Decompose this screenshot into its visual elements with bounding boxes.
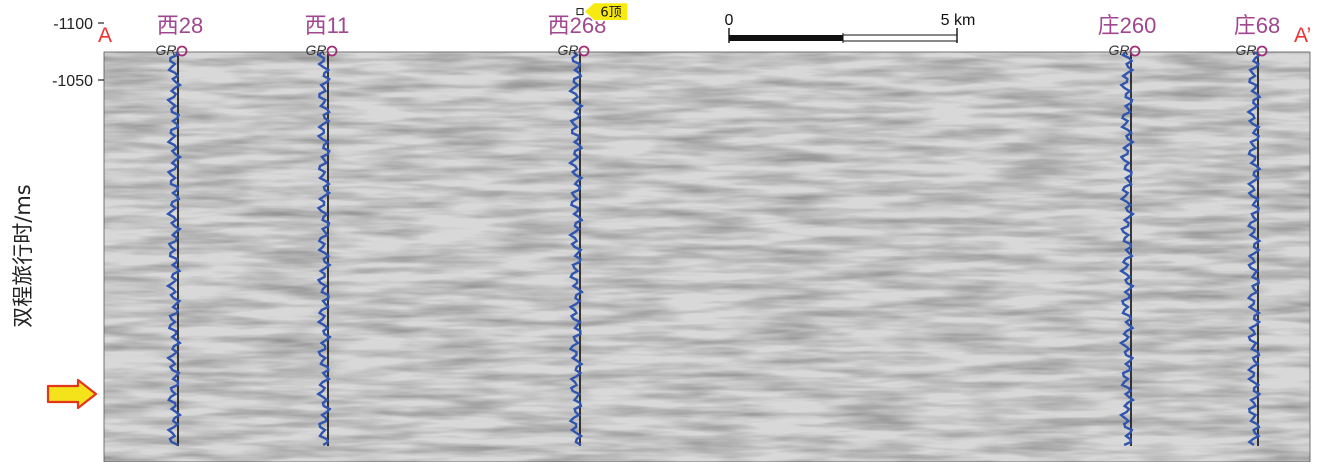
y-axis: -1050-1100-1150-1200-1250-1300-1350	[52, 16, 104, 90]
horizon-h6-line	[104, 0, 1310, 12]
well-name-label: 西11	[305, 13, 350, 38]
gr-log-label: GR	[558, 42, 579, 58]
horizon-label-text: 6顶	[600, 6, 621, 21]
wellhead-icon	[578, 45, 590, 57]
horizon-label-layer: 6顶6顶6顶6顶6顶5顶5顶5顶5顶5顶4顶4顶4顶4顶4顶3顶3顶3顶3顶3顶…	[576, 1, 629, 22]
gr-log-curve	[567, 51, 585, 447]
gr-log-label: GR	[156, 42, 177, 58]
wellhead-icon	[326, 45, 338, 57]
gr-log-label: GR	[1109, 42, 1130, 58]
gr-log-curve	[1118, 51, 1136, 447]
scale-bar: 0 5 km	[725, 12, 976, 43]
profile-end-label: A’	[1294, 24, 1311, 47]
target-layer-arrow-icon	[46, 378, 98, 410]
seismic-background	[104, 52, 1310, 462]
profile-start-label: A	[98, 24, 112, 47]
scale-bar-start-label: 0	[725, 12, 734, 29]
gr-log-label: GR	[1236, 42, 1257, 58]
well-name-label: 庄68	[1234, 13, 1280, 38]
y-tick-label: -1050	[52, 73, 93, 90]
y-axis-label: 双程旅行时/ms	[11, 184, 35, 327]
horizon-label-h6: 6顶	[583, 1, 629, 22]
gr-log-curve	[165, 51, 183, 447]
gr-log-label: GR	[306, 42, 327, 58]
horizon-layer	[104, 0, 1310, 12]
wellhead-icon	[1129, 45, 1141, 57]
well-name-label: 西28	[157, 13, 203, 38]
well-name-label: 庄260	[1098, 13, 1157, 38]
horizon-pick-marker	[576, 8, 584, 16]
y-tick-label: -1100	[53, 16, 93, 33]
gr-log-curve	[1246, 50, 1262, 447]
gr-log-curve	[316, 51, 332, 447]
scale-bar-end-label: 5 km	[941, 12, 976, 29]
wellhead-icon	[176, 45, 188, 57]
wellhead-icon	[1256, 45, 1268, 57]
plot-frame	[103, 51, 1311, 462]
